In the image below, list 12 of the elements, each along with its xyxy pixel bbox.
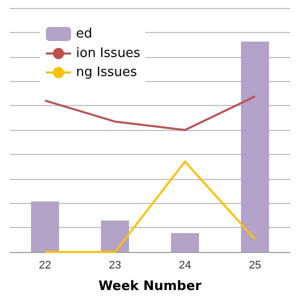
x-tick-label: 25 xyxy=(248,260,262,272)
bar xyxy=(31,202,59,252)
bar xyxy=(241,42,269,252)
legend-label: ng Issues xyxy=(76,65,138,80)
legend-label: ed xyxy=(76,26,92,42)
bar xyxy=(101,220,129,252)
x-axis-title: Week Number xyxy=(98,279,202,294)
legend-label: ion Issues xyxy=(76,46,141,61)
x-tick-label: 23 xyxy=(108,260,122,272)
x-tick-label: 24 xyxy=(178,260,192,272)
x-tick-label: 22 xyxy=(38,260,52,272)
bar xyxy=(171,233,199,252)
